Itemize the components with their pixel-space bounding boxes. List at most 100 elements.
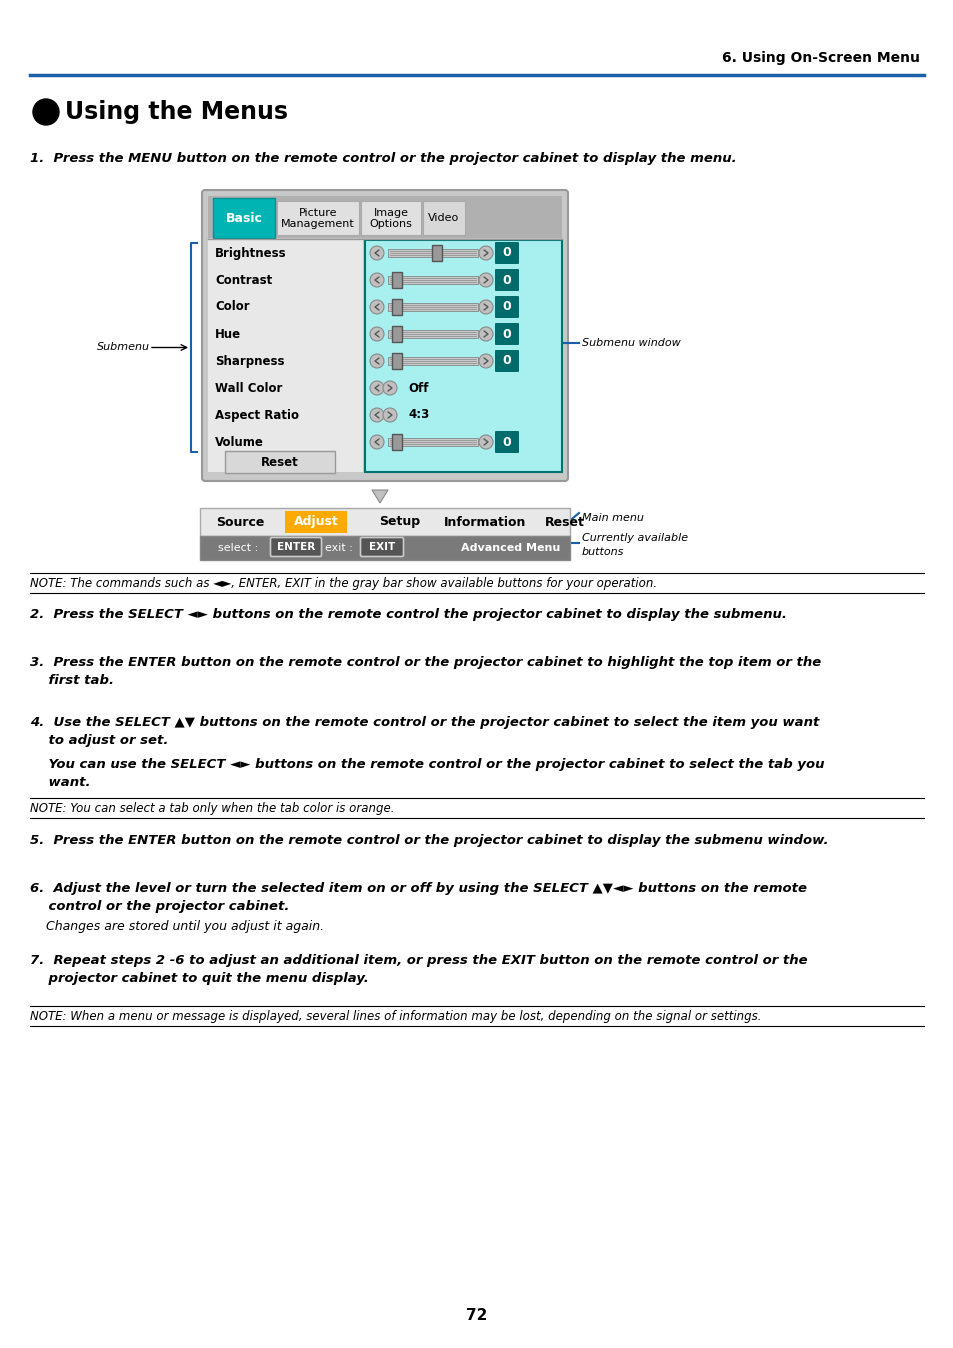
FancyBboxPatch shape — [495, 297, 518, 318]
Circle shape — [478, 245, 493, 260]
Text: 0: 0 — [502, 301, 511, 314]
FancyBboxPatch shape — [208, 195, 561, 239]
Text: 0: 0 — [502, 274, 511, 287]
Text: Hue: Hue — [214, 328, 241, 341]
Text: Off: Off — [408, 381, 428, 395]
Text: NOTE: When a menu or message is displayed, several lines of information may be l: NOTE: When a menu or message is displaye… — [30, 1010, 760, 1023]
FancyBboxPatch shape — [225, 452, 335, 473]
FancyBboxPatch shape — [495, 324, 518, 345]
Text: ❶: ❶ — [39, 102, 53, 121]
Text: Main menu: Main menu — [581, 514, 643, 523]
FancyBboxPatch shape — [388, 303, 477, 311]
FancyBboxPatch shape — [200, 508, 569, 537]
Text: Reset: Reset — [544, 515, 584, 528]
Text: Using the Menus: Using the Menus — [65, 100, 288, 124]
Text: Source: Source — [215, 515, 264, 528]
Circle shape — [370, 435, 384, 449]
FancyBboxPatch shape — [392, 326, 401, 342]
Text: Sharpness: Sharpness — [214, 355, 284, 368]
FancyBboxPatch shape — [360, 538, 403, 557]
FancyBboxPatch shape — [388, 357, 477, 365]
FancyBboxPatch shape — [388, 438, 477, 446]
Circle shape — [478, 301, 493, 314]
Text: Contrast: Contrast — [214, 274, 272, 287]
Text: 6.  Adjust the level or turn the selected item on or off by using the SELECT ▲▼◄: 6. Adjust the level or turn the selected… — [30, 882, 806, 895]
FancyBboxPatch shape — [208, 240, 363, 472]
FancyBboxPatch shape — [388, 330, 477, 338]
FancyBboxPatch shape — [392, 272, 401, 288]
Text: Color: Color — [214, 301, 250, 314]
Text: 4.  Use the SELECT ▲▼ buttons on the remote control or the projector cabinet to : 4. Use the SELECT ▲▼ buttons on the remo… — [30, 716, 819, 729]
Text: select :: select : — [218, 543, 258, 553]
Text: 72: 72 — [466, 1308, 487, 1322]
Text: Information: Information — [443, 515, 526, 528]
Text: Submenu window: Submenu window — [581, 338, 680, 348]
FancyBboxPatch shape — [360, 201, 420, 235]
FancyBboxPatch shape — [495, 270, 518, 291]
Text: want.: want. — [30, 776, 91, 789]
Text: EXIT: EXIT — [369, 542, 395, 551]
Circle shape — [478, 274, 493, 287]
FancyBboxPatch shape — [422, 201, 464, 235]
Circle shape — [382, 408, 396, 422]
Text: first tab.: first tab. — [30, 674, 113, 687]
Text: 1.  Press the MENU button on the remote control or the projector cabinet to disp: 1. Press the MENU button on the remote c… — [30, 152, 736, 164]
Circle shape — [370, 408, 384, 422]
Text: 2.  Press the SELECT ◄► buttons on the remote control the projector cabinet to d: 2. Press the SELECT ◄► buttons on the re… — [30, 608, 786, 621]
Text: Wall Color: Wall Color — [214, 381, 282, 395]
Text: Aspect Ratio: Aspect Ratio — [214, 408, 298, 422]
Text: 3.  Press the ENTER button on the remote control or the projector cabinet to hig: 3. Press the ENTER button on the remote … — [30, 656, 821, 669]
Text: NOTE: You can select a tab only when the tab color is orange.: NOTE: You can select a tab only when the… — [30, 802, 395, 816]
FancyBboxPatch shape — [200, 537, 569, 559]
FancyBboxPatch shape — [388, 249, 477, 257]
FancyBboxPatch shape — [392, 299, 401, 315]
Text: buttons: buttons — [581, 547, 623, 557]
Circle shape — [478, 355, 493, 368]
Text: Image: Image — [374, 208, 408, 218]
Text: control or the projector cabinet.: control or the projector cabinet. — [30, 900, 289, 913]
Text: Submenu: Submenu — [97, 342, 150, 352]
Text: Video: Video — [428, 213, 459, 222]
Polygon shape — [372, 491, 388, 503]
Circle shape — [370, 355, 384, 368]
FancyBboxPatch shape — [495, 431, 518, 453]
Circle shape — [478, 328, 493, 341]
Text: Brightness: Brightness — [214, 247, 286, 260]
Text: Management: Management — [281, 218, 355, 229]
Text: 0: 0 — [502, 328, 511, 341]
Text: ENTER: ENTER — [276, 542, 314, 551]
Text: Volume: Volume — [214, 435, 264, 449]
Text: exit :: exit : — [325, 543, 353, 553]
FancyBboxPatch shape — [495, 243, 518, 264]
FancyBboxPatch shape — [365, 240, 561, 472]
Circle shape — [370, 274, 384, 287]
Circle shape — [478, 435, 493, 449]
Text: NOTE: The commands such as ◄►, ENTER, EXIT in the gray bar show available button: NOTE: The commands such as ◄►, ENTER, EX… — [30, 577, 657, 590]
Circle shape — [370, 301, 384, 314]
Text: You can use the SELECT ◄► buttons on the remote control or the projector cabinet: You can use the SELECT ◄► buttons on the… — [30, 758, 823, 771]
FancyBboxPatch shape — [285, 511, 347, 532]
FancyBboxPatch shape — [392, 353, 401, 369]
Circle shape — [370, 245, 384, 260]
Text: Advanced Menu: Advanced Menu — [460, 543, 559, 553]
Text: Changes are stored until you adjust it again.: Changes are stored until you adjust it a… — [30, 919, 324, 933]
FancyBboxPatch shape — [271, 538, 321, 557]
FancyBboxPatch shape — [432, 245, 442, 262]
FancyBboxPatch shape — [392, 434, 401, 450]
Text: Picture: Picture — [298, 208, 337, 218]
Text: 6. Using On-Screen Menu: 6. Using On-Screen Menu — [721, 51, 919, 65]
Text: Adjust: Adjust — [294, 515, 338, 528]
Text: 0: 0 — [502, 247, 511, 260]
FancyBboxPatch shape — [276, 201, 358, 235]
Text: to adjust or set.: to adjust or set. — [30, 735, 168, 747]
Text: Options: Options — [369, 218, 412, 229]
Text: 0: 0 — [502, 435, 511, 449]
Text: 0: 0 — [502, 355, 511, 368]
FancyBboxPatch shape — [202, 190, 567, 481]
Circle shape — [370, 381, 384, 395]
Text: 4:3: 4:3 — [408, 408, 429, 422]
Circle shape — [382, 381, 396, 395]
Text: Reset: Reset — [261, 456, 298, 469]
Text: 7.  Repeat steps 2 -6 to adjust an additional item, or press the EXIT button on : 7. Repeat steps 2 -6 to adjust an additi… — [30, 954, 807, 967]
Circle shape — [370, 328, 384, 341]
